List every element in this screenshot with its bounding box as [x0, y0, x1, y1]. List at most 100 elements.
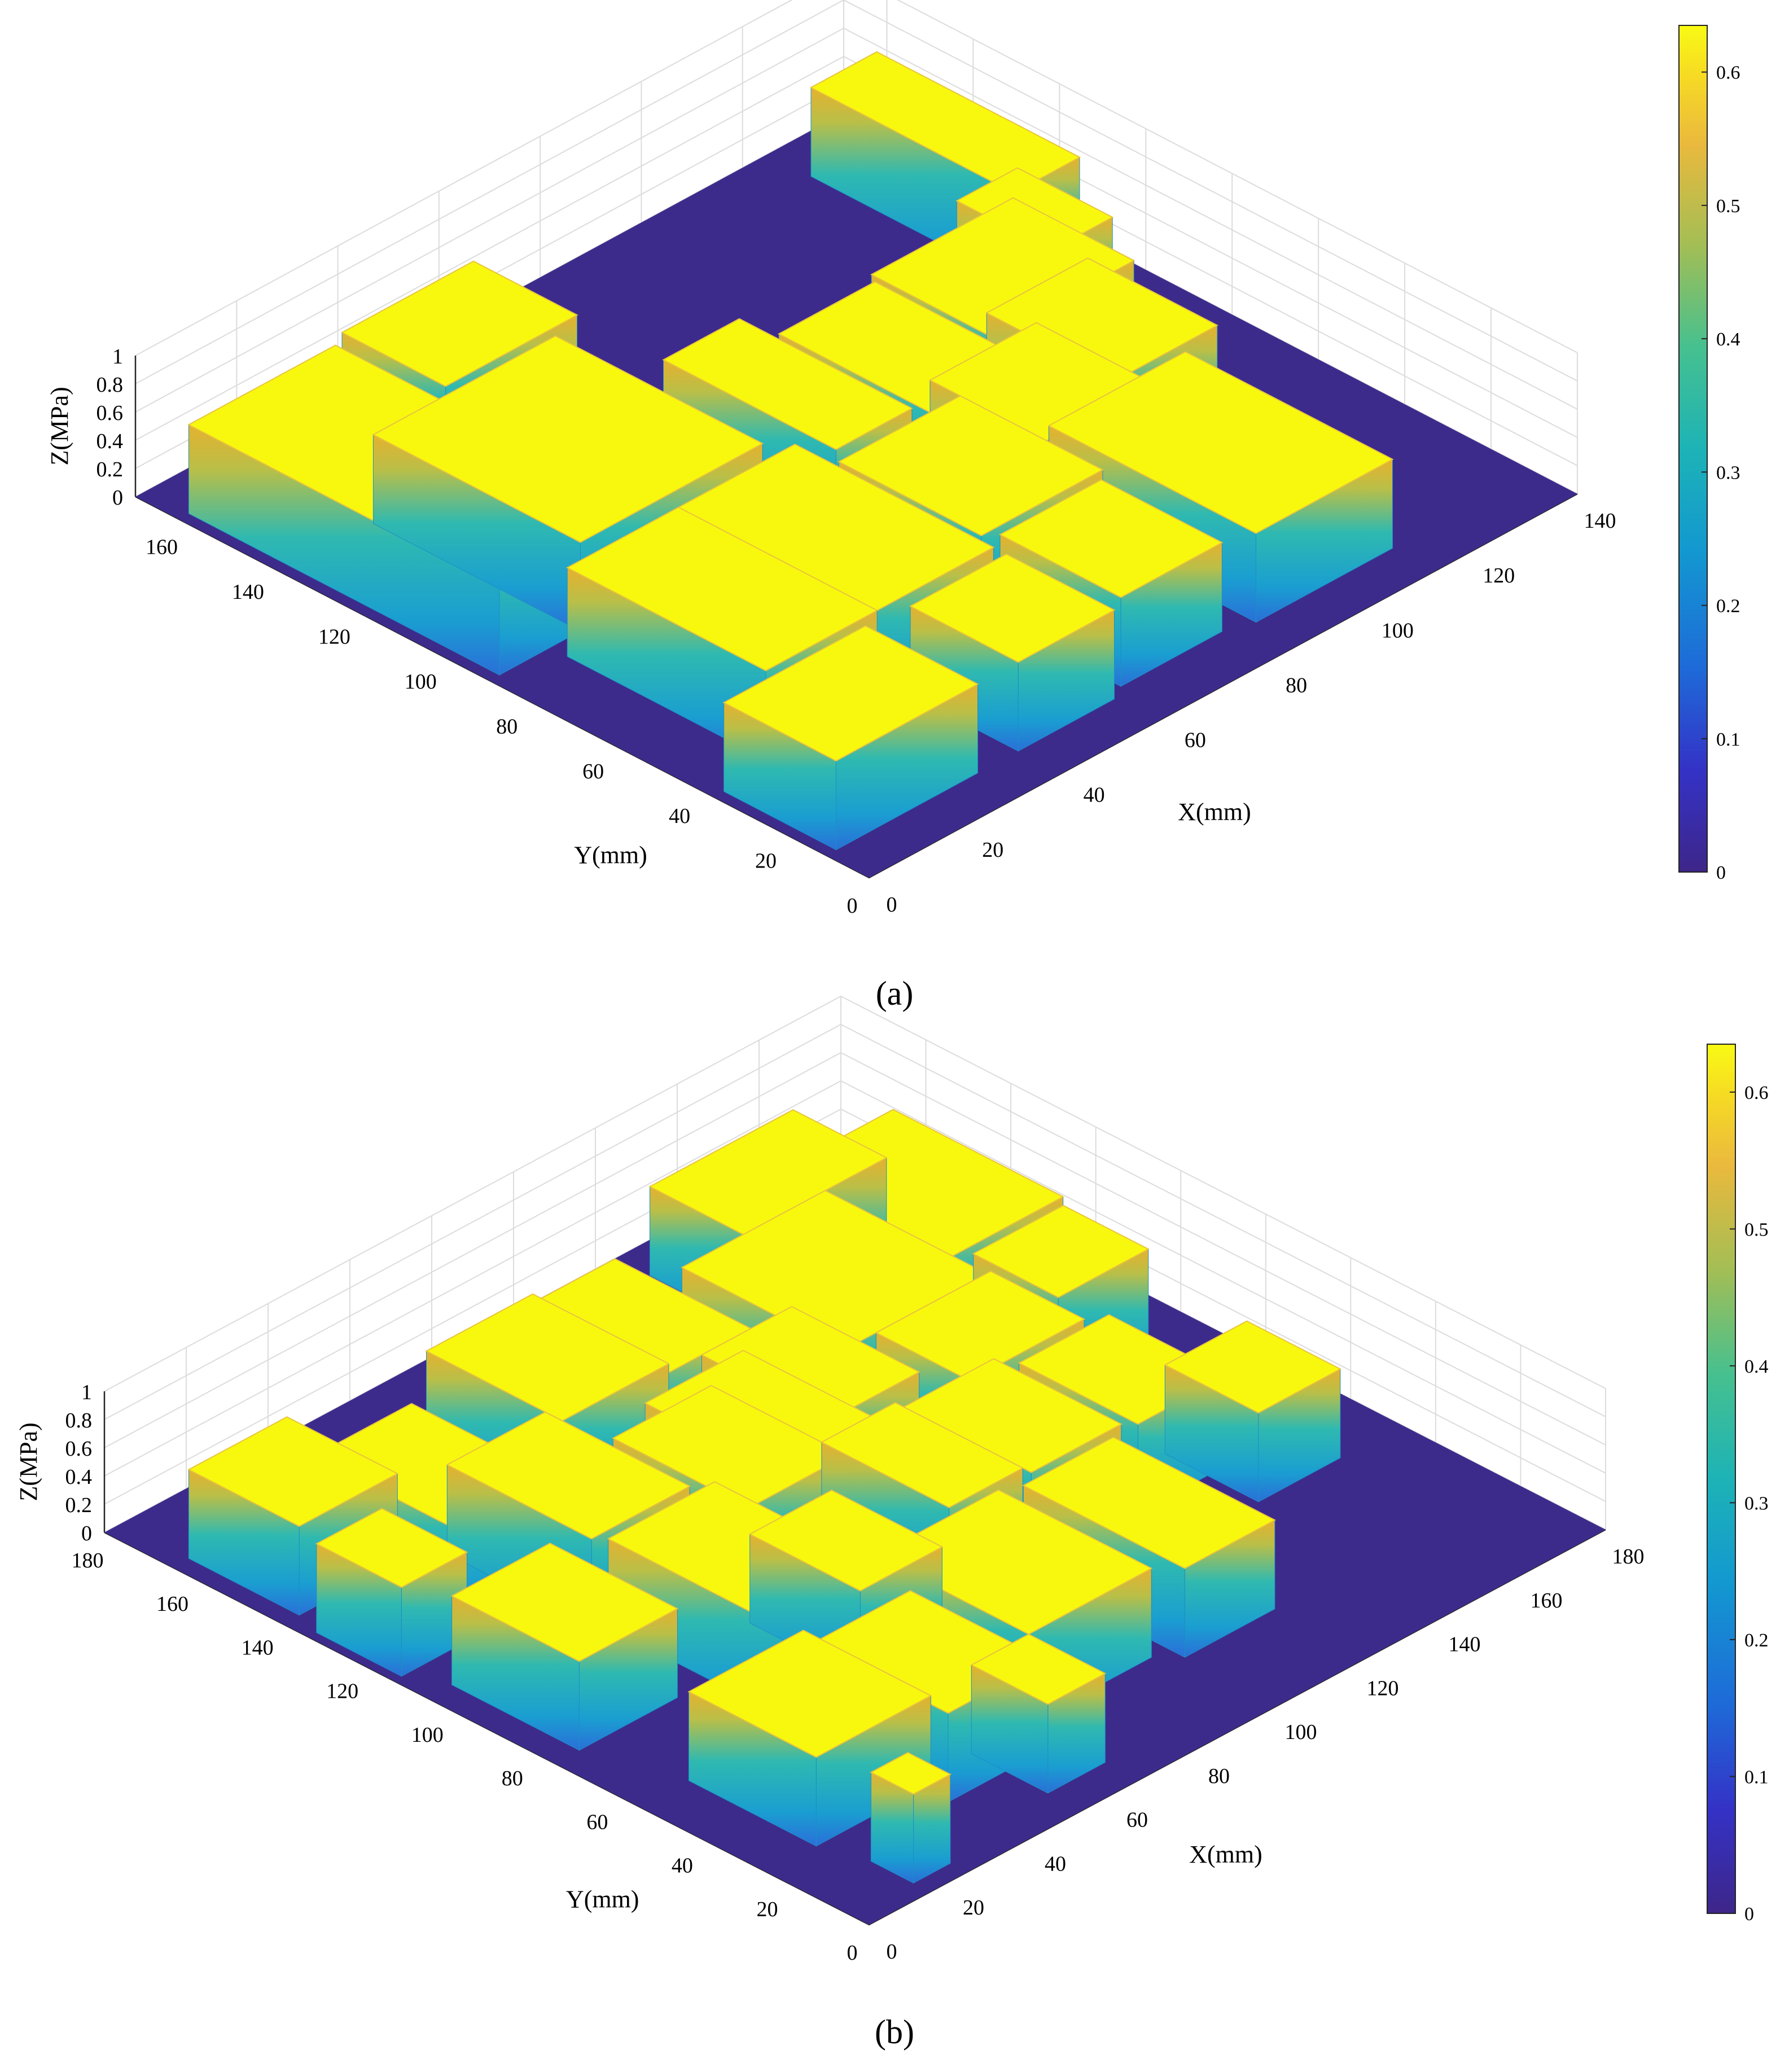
block-top: [809, 51, 1081, 194]
y-tick-label: 80: [496, 715, 518, 738]
block-top: [187, 1416, 399, 1527]
block-top: [970, 1633, 1107, 1705]
block-top: [372, 335, 764, 543]
colorbar-tick-label: 0.4: [1744, 1356, 1769, 1377]
colorbar-tick-label: 0.1: [1716, 729, 1740, 750]
grid-line: [104, 1052, 1606, 1448]
block-top: [340, 260, 578, 387]
colorbar: 0 0.1 0.2 0.3 0.4 0.5 0.6: [1678, 25, 1740, 883]
z-tick-label: 0.2: [65, 1493, 93, 1517]
z-axis-label: Z(MPa): [15, 1422, 42, 1501]
block-top: [722, 625, 979, 762]
z-tick-label: 0.8: [97, 373, 124, 397]
block-top: [1047, 351, 1394, 535]
block-top: [446, 1411, 691, 1540]
z-tick-label: 0.4: [65, 1465, 93, 1489]
y-tick-labels: 0 20 40 60 80 100 120 140 160 180: [72, 1549, 858, 1965]
grid-line: [135, 0, 1578, 356]
grid-line: [104, 1023, 1606, 1420]
x-tick-labels: 0 20 40 60 80 100 120 140: [887, 509, 1616, 917]
y-tick-label: 20: [756, 1898, 778, 1921]
colorbar-tick-label: 0.3: [1744, 1493, 1769, 1514]
panel-a: 0 0.2 0.4 0.6 0.8 1 0 20 40 60 80 100 120 140 160 0 20…: [46, 0, 1740, 1012]
block-top: [998, 479, 1224, 598]
contact-block: [870, 1751, 952, 1884]
block-top: [909, 553, 1116, 663]
x-tick-label: 80: [1286, 673, 1307, 697]
block-top: [972, 1204, 1150, 1298]
y-tick-label: 100: [411, 1723, 444, 1747]
panel-b: 00.20.40.60.81 020406080100120140160180 …: [15, 995, 1769, 2051]
y-tick-label: 180: [72, 1549, 104, 1572]
colorbar-tick-label: 0.3: [1716, 462, 1740, 483]
y-tick-label: 60: [582, 760, 604, 783]
block-top: [315, 1508, 468, 1588]
colorbar-gradient: [1707, 1044, 1736, 1914]
x-tick-label: 20: [963, 1896, 984, 1920]
y-tick-label: 20: [755, 849, 777, 873]
y-tick-label: 140: [232, 580, 264, 604]
z-tick-label: 1: [81, 1381, 92, 1404]
x-tick-label: 140: [1449, 1633, 1481, 1657]
contact-block: [450, 1543, 679, 1751]
colorbar-tick-label: 0.6: [1744, 1083, 1769, 1103]
x-tick-label: 60: [1185, 729, 1206, 752]
block-top: [425, 1293, 670, 1422]
panel-label: (a): [876, 975, 914, 1012]
block-top: [612, 1385, 849, 1509]
x-tick-label: 180: [1612, 1545, 1645, 1569]
x-tick-label: 20: [982, 838, 1003, 862]
colorbar-tick-label: 0.4: [1716, 329, 1740, 350]
x-tick-label: 120: [1367, 1676, 1399, 1700]
y-tick-label: 60: [586, 1810, 608, 1834]
grid-line: [135, 0, 1578, 384]
z-axis-label: Z(MPa): [46, 387, 73, 465]
y-tick-label: 120: [318, 625, 350, 649]
colorbar-tick-label: 0.2: [1744, 1630, 1769, 1651]
block-top: [450, 1543, 679, 1662]
grid-line: [104, 1080, 1606, 1477]
panel-label: (b): [875, 2013, 914, 2051]
colorbar-tick-label: 0.5: [1716, 196, 1740, 217]
colorbar-tick-labels: 0 0.1 0.2 0.3 0.4 0.5 0.6: [1730, 1083, 1769, 1925]
x-tick-label: 100: [1285, 1720, 1317, 1744]
z-tick-label: 0.4: [97, 430, 124, 453]
colorbar-tick-label: 0: [1716, 862, 1726, 883]
y-tick-label: 80: [502, 1767, 523, 1790]
y-tick-label: 40: [672, 1854, 693, 1878]
block-top: [838, 395, 1104, 537]
x-tick-label: 40: [1045, 1852, 1066, 1876]
z-tick-labels: 0 0.2 0.4 0.6 0.8 1: [65, 1381, 93, 1545]
y-tick-label: 0: [847, 894, 858, 918]
z-tick-label: 0.2: [97, 458, 124, 481]
block-top: [1022, 1436, 1277, 1569]
x-tick-label: 80: [1208, 1764, 1230, 1788]
y-tick-labels: 0 20 40 60 80 100 120 140 160: [146, 536, 858, 918]
grid-line: [135, 27, 1578, 413]
block-top: [1164, 1320, 1342, 1414]
x-tick-labels: 0 20 40 60 80 100 120 140 160 180: [887, 1545, 1645, 1964]
x-tick-label: 0: [887, 1940, 897, 1964]
contact-blocks: [187, 51, 1394, 851]
x-tick-label: 60: [1126, 1808, 1148, 1832]
y-axis-label: Y(mm): [574, 842, 647, 869]
z-tick-label: 0.6: [65, 1437, 93, 1461]
x-tick-label: 120: [1483, 564, 1515, 588]
colorbar: 0 0.1 0.2 0.3 0.4 0.5 0.6: [1707, 1044, 1769, 1925]
colorbar-tick-label: 0.1: [1744, 1767, 1769, 1788]
y-tick-label: 140: [242, 1636, 274, 1659]
block-top: [870, 1751, 952, 1795]
block-top: [748, 1490, 944, 1592]
block-top: [566, 506, 879, 672]
y-tick-label: 160: [146, 536, 178, 559]
block-top: [875, 1271, 1086, 1382]
grid-line: [104, 1108, 1606, 1505]
x-tick-label: 0: [887, 893, 897, 917]
colorbar-tick-labels: 0 0.1 0.2 0.3 0.4 0.5 0.6: [1702, 63, 1740, 883]
y-tick-label: 160: [156, 1592, 188, 1616]
colorbar-tick-label: 0.6: [1716, 63, 1740, 84]
colorbar-tick-label: 0: [1744, 1904, 1754, 1925]
z-tick-label: 0.6: [97, 401, 124, 425]
block-top: [662, 318, 914, 450]
